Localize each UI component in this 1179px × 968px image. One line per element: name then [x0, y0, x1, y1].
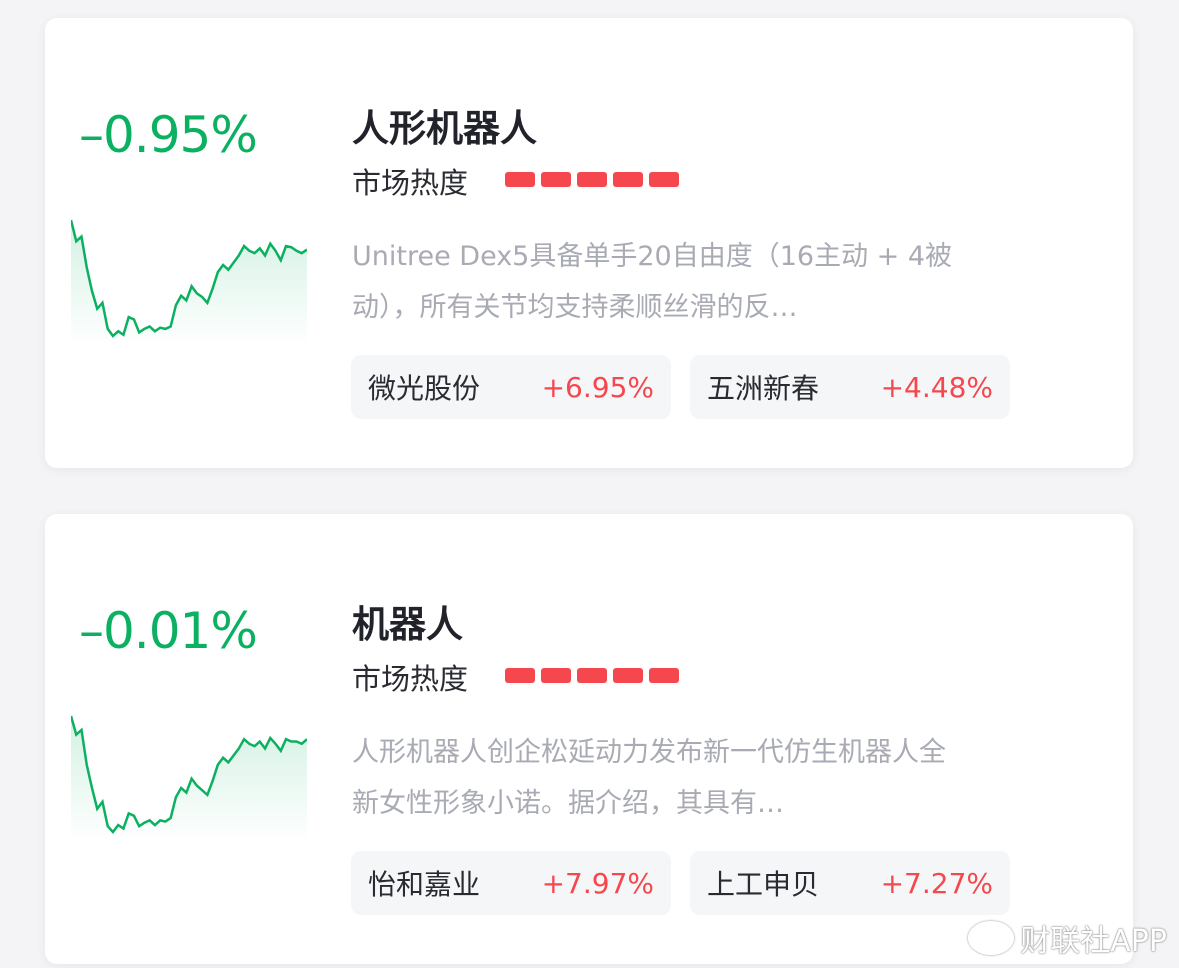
sector-card[interactable]: –0.01% 机器人 市场热度 人形机器人创企松延动力发布新一代仿生机器人全新女…	[45, 514, 1133, 964]
sector-title: 人形机器人	[352, 107, 537, 150]
sparkline-area	[71, 716, 307, 842]
heat-bar	[649, 172, 679, 187]
stock-tag[interactable]: 怡和嘉业 +7.97%	[351, 851, 671, 915]
stock-name: 微光股份	[368, 372, 481, 405]
heat-bar	[541, 172, 571, 187]
sector-change: –0.01%	[79, 602, 258, 660]
stock-name: 怡和嘉业	[368, 868, 481, 901]
heat-label: 市场热度	[352, 662, 469, 696]
sector-title: 机器人	[352, 603, 463, 646]
heat-bar	[613, 172, 643, 187]
watermark-text: 财联社APP	[1020, 924, 1167, 959]
stock-change: +7.27%	[880, 866, 993, 900]
stock-name: 上工申贝	[707, 868, 820, 901]
sector-card[interactable]: –0.95% 人形机器人 市场热度 Unitree Dex5具备单手20自由度（…	[45, 18, 1133, 468]
sparkline-line	[71, 219, 307, 338]
heat-bar	[505, 172, 535, 187]
stock-tag[interactable]: 上工申贝 +7.27%	[690, 851, 1010, 915]
sparkline-chart	[71, 219, 307, 346]
heat-bar	[541, 668, 571, 683]
stock-tag[interactable]: 微光股份 +6.95%	[351, 355, 671, 419]
heat-bar	[577, 668, 607, 683]
stock-change: +7.97%	[541, 866, 654, 900]
heat-bar	[505, 668, 535, 683]
sparkline-line	[71, 715, 307, 834]
heat-bar	[649, 668, 679, 683]
sparkline-chart	[71, 715, 307, 842]
sector-change: –0.95%	[79, 106, 258, 164]
heat-bars	[505, 668, 679, 683]
heat-label: 市场热度	[352, 166, 469, 200]
stock-change: +4.48%	[880, 370, 993, 404]
stock-change: +6.95%	[541, 370, 654, 404]
weibo-icon	[968, 921, 1015, 955]
watermark: 财联社APP	[968, 916, 1167, 960]
heat-bars	[505, 172, 679, 187]
heat-bar	[613, 668, 643, 683]
stock-name: 五洲新春	[707, 372, 820, 405]
heat-bar	[577, 172, 607, 187]
sector-description[interactable]: Unitree Dex5具备单手20自由度（16主动 + 4被动），所有关节均支…	[352, 241, 953, 323]
sector-description[interactable]: 人形机器人创企松延动力发布新一代仿生机器人全新女性形象小诺。据介绍，其具有…	[352, 737, 946, 819]
sparkline-area	[71, 220, 307, 346]
stock-tag[interactable]: 五洲新春 +4.48%	[690, 355, 1010, 419]
